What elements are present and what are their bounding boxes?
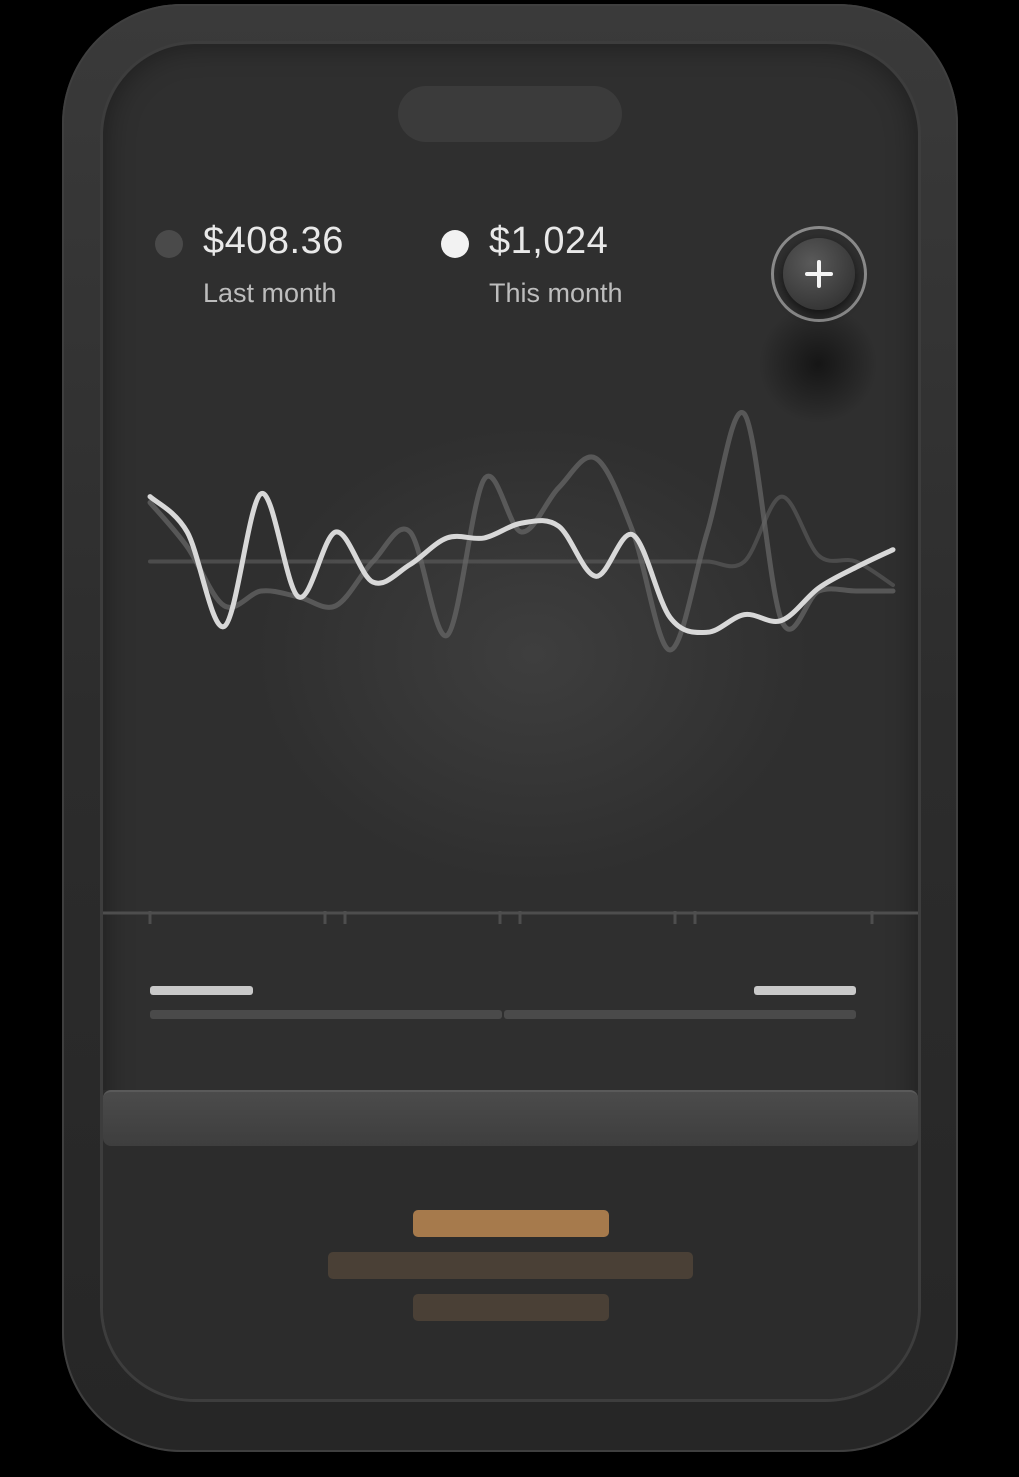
placeholder-bar-right [504, 1010, 856, 1019]
tertiary-text-placeholder [413, 1294, 609, 1321]
add-button-shadow [758, 304, 878, 424]
add-button[interactable] [771, 226, 867, 322]
last-month-label: Last month [203, 278, 337, 308]
series-last-month-line [147, 409, 896, 653]
phone-screen: $408.36 Last month $1,024 This month [103, 44, 918, 1399]
spending-chart [103, 409, 918, 924]
series-baseline-line [148, 494, 895, 588]
this-month-legend-dot [441, 230, 469, 258]
series-this-month-line [147, 491, 896, 635]
last-month-amount: $408.36 [203, 220, 344, 262]
placeholder-label-left [150, 986, 253, 995]
this-month-amount: $1,024 [489, 220, 609, 262]
primary-action-placeholder[interactable] [413, 1210, 609, 1237]
placeholder-label-right [754, 986, 856, 995]
plus-icon-bar [805, 272, 833, 276]
secondary-text-placeholder [328, 1252, 693, 1279]
bottom-sheet-handle[interactable] [103, 1090, 918, 1146]
chart-glow [253, 424, 813, 884]
dynamic-island [398, 86, 622, 142]
placeholder-bar-left [150, 1010, 502, 1019]
this-month-label: This month [489, 278, 623, 308]
last-month-legend-dot [155, 230, 183, 258]
add-button-face[interactable] [783, 238, 855, 310]
